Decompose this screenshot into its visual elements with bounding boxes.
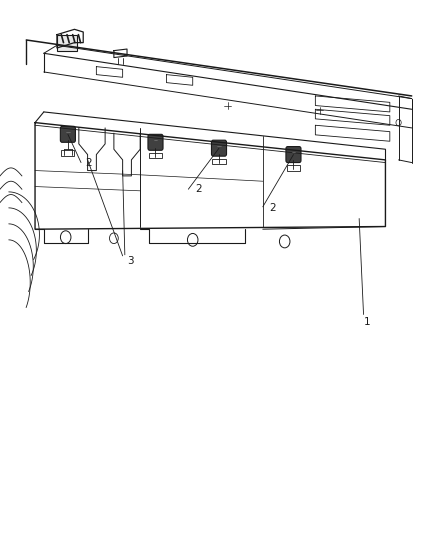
Text: 1: 1 [364, 318, 370, 327]
Bar [212, 159, 226, 164]
FancyBboxPatch shape [148, 134, 163, 150]
FancyBboxPatch shape [286, 147, 301, 163]
Text: 2: 2 [85, 158, 92, 167]
FancyBboxPatch shape [212, 140, 226, 156]
Text: 2: 2 [269, 203, 276, 213]
FancyBboxPatch shape [60, 126, 75, 142]
Bar [57, 35, 77, 51]
Text: 3: 3 [127, 256, 134, 266]
Bar [149, 153, 162, 158]
Bar [287, 165, 300, 171]
Bar [61, 150, 74, 156]
Text: 2: 2 [195, 184, 201, 194]
